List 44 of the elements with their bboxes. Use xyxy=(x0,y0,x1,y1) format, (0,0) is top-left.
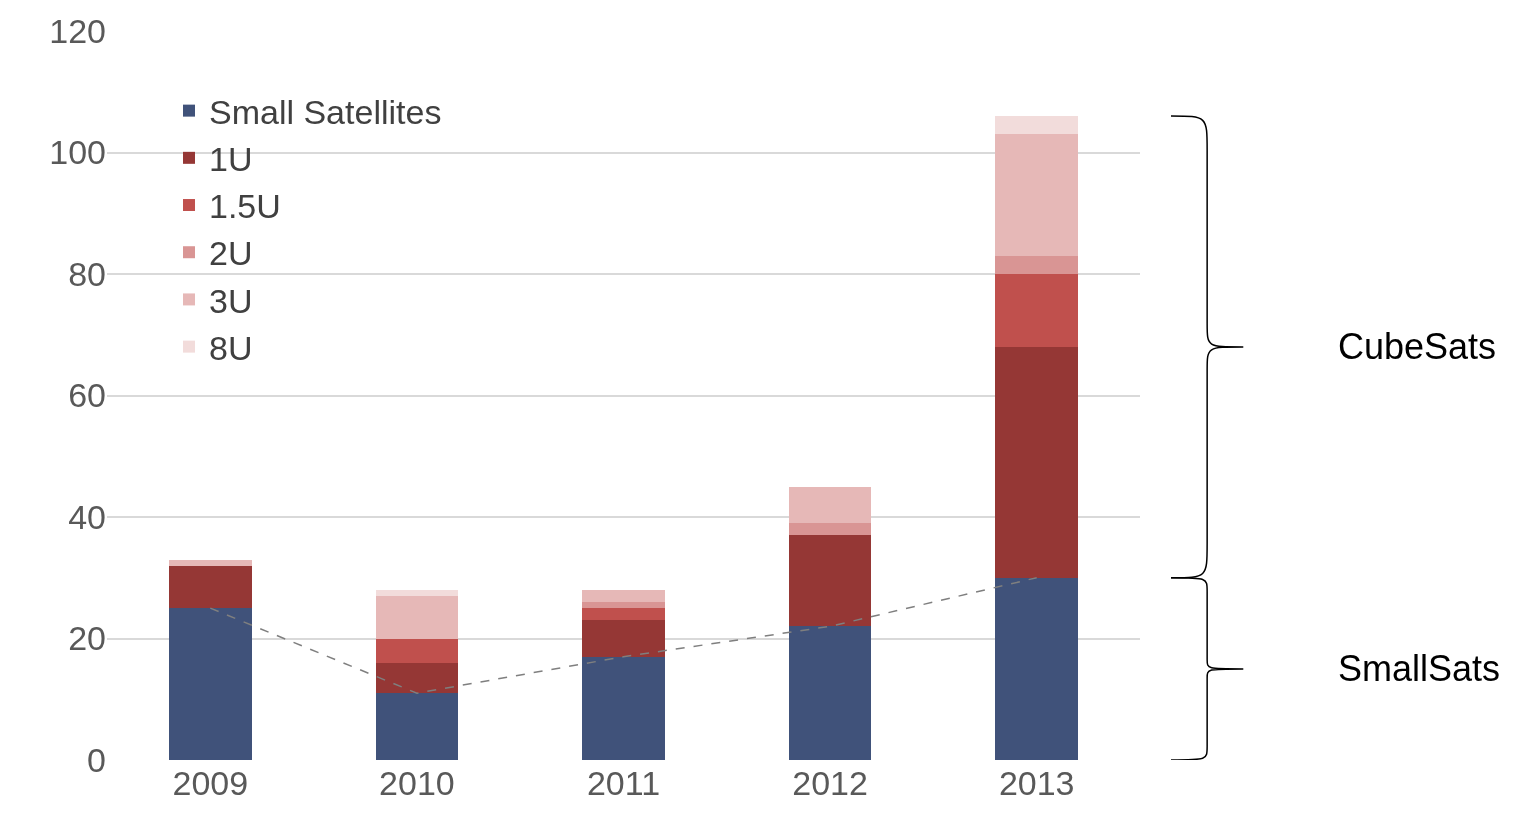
bar xyxy=(788,626,872,760)
bar xyxy=(995,577,1079,760)
legend-label: 3U xyxy=(208,281,253,320)
bar xyxy=(788,486,872,524)
bar xyxy=(995,116,1079,135)
bar xyxy=(582,656,665,760)
x-tick-label: 2010 xyxy=(379,764,455,802)
bar xyxy=(168,608,252,760)
bar xyxy=(788,523,872,536)
text: CubeSats xyxy=(1338,326,1497,367)
bar xyxy=(168,559,252,566)
y-tick-label: 100 xyxy=(49,133,106,172)
x-tick-label: 2012 xyxy=(792,764,868,802)
x-tick-label: 2009 xyxy=(172,764,249,802)
text: SmallSats xyxy=(1338,648,1501,689)
bar xyxy=(375,589,459,596)
bar xyxy=(168,565,252,609)
y-tick-label: 20 xyxy=(68,619,106,658)
y-tick-label: 60 xyxy=(68,376,106,415)
legend-label: Small Satellites xyxy=(208,92,442,131)
bar xyxy=(582,589,665,603)
bar xyxy=(375,595,459,639)
bar xyxy=(788,535,872,627)
y-tick-label: 40 xyxy=(68,497,106,536)
y-tick-label: 80 xyxy=(68,254,106,293)
legend-label: 8U xyxy=(208,328,253,367)
y-tick-label: 120 xyxy=(49,11,106,50)
bar xyxy=(375,693,459,760)
bar xyxy=(582,620,665,657)
legend-label: 1U xyxy=(208,140,253,179)
bar xyxy=(995,274,1079,347)
legend-label: 2U xyxy=(208,234,253,273)
bar xyxy=(995,255,1079,274)
bar xyxy=(582,608,665,621)
legend-label: 1.5U xyxy=(208,187,281,226)
line-series xyxy=(209,577,1038,694)
bar xyxy=(995,134,1079,256)
x-tick-label: 2013 xyxy=(998,764,1075,802)
y-tick-label: 0 xyxy=(87,740,106,779)
bar xyxy=(375,662,459,694)
bar xyxy=(375,638,459,663)
bar xyxy=(582,602,665,609)
x-tick-label: 2011 xyxy=(586,764,661,802)
bar xyxy=(995,346,1079,578)
